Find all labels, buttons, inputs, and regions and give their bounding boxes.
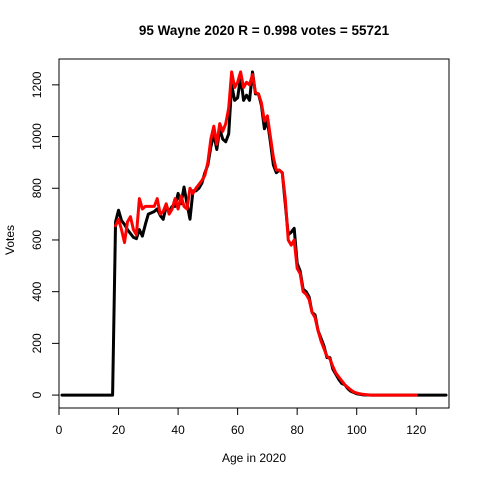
plot-frame (58, 58, 450, 409)
x-tick-label: 60 (231, 423, 245, 437)
y-tick-label: 1200 (30, 71, 44, 98)
y-tick-label: 800 (30, 178, 44, 198)
series-layer (60, 70, 448, 397)
series-1-line (60, 70, 448, 397)
x-tick-label: 40 (171, 423, 185, 437)
y-axis: 0 200 400 600 800 1000 1200 (30, 71, 60, 398)
y-tick-label: 200 (30, 333, 44, 353)
y-axis-label: Votes (3, 225, 17, 255)
x-axis-label: Age in 2020 (222, 451, 286, 465)
chart-title: 95 Wayne 2020 R = 0.998 votes = 55721 (139, 23, 390, 38)
y-tick-label: 1000 (30, 123, 44, 150)
y-tick-label: 400 (30, 281, 44, 301)
x-tick-label: 120 (406, 423, 426, 437)
x-axis: 0 20 40 60 80 100 120 (56, 407, 427, 437)
x-tick-label: 0 (56, 423, 63, 437)
y-tick-label: 600 (30, 230, 44, 250)
x-tick-label: 100 (347, 423, 367, 437)
y-tick-label: 0 (30, 391, 44, 398)
x-tick-label: 20 (112, 423, 126, 437)
x-tick-label: 80 (290, 423, 304, 437)
series-2-line (114, 70, 418, 397)
